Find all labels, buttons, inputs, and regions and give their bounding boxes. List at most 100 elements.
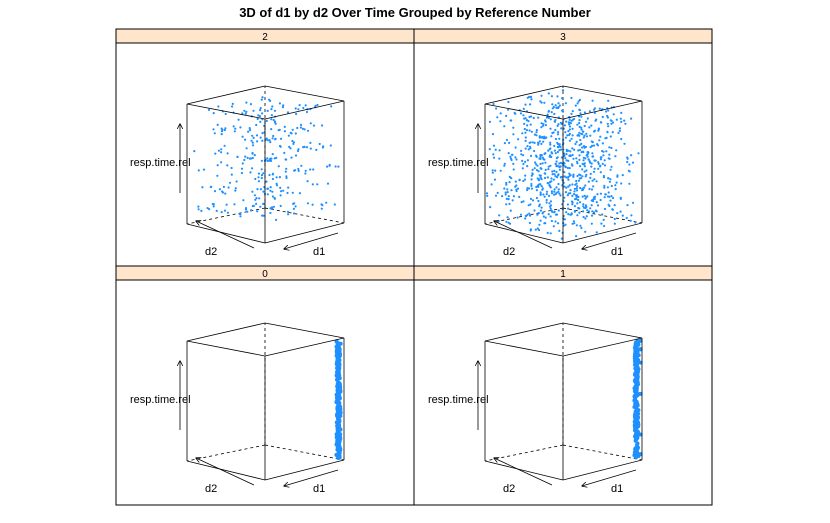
- data-point: [582, 136, 585, 139]
- data-point: [266, 157, 269, 160]
- data-point: [573, 187, 577, 190]
- data-point: [581, 168, 584, 171]
- data-point: [522, 114, 525, 117]
- data-point: [531, 173, 534, 176]
- data-point: [261, 112, 264, 115]
- data-point: [564, 223, 567, 226]
- data-point: [601, 213, 604, 216]
- data-point: [597, 167, 600, 170]
- data-point: [630, 117, 633, 120]
- data-point: [583, 194, 586, 197]
- data-point: [599, 192, 603, 195]
- data-point: [571, 222, 574, 225]
- data-point: [507, 100, 510, 104]
- data-point: [620, 120, 623, 123]
- data-point: [296, 149, 300, 153]
- data-point: [552, 178, 555, 181]
- data-point: [565, 150, 569, 153]
- data-point: [243, 109, 246, 112]
- data-point: [252, 204, 255, 207]
- data-point: [335, 369, 340, 374]
- data-point: [587, 151, 590, 154]
- data-point: [602, 150, 605, 153]
- cube-hidden-edge: [186, 444, 266, 462]
- data-point: [575, 187, 578, 190]
- data-point: [544, 161, 547, 164]
- data-point: [270, 118, 273, 121]
- data-point: [294, 205, 297, 208]
- data-point: [316, 183, 319, 186]
- data-point: [222, 185, 225, 188]
- data-point: [582, 203, 585, 206]
- data-point: [584, 120, 588, 123]
- data-point: [271, 177, 274, 181]
- data-point: [302, 106, 305, 110]
- data-point: [243, 158, 246, 162]
- data-point: [535, 185, 538, 189]
- data-point: [304, 104, 307, 107]
- data-point: [292, 142, 295, 145]
- data-point: [505, 220, 508, 223]
- data-point: [569, 189, 572, 192]
- data-point: [618, 129, 622, 132]
- data-point: [503, 187, 506, 190]
- data-point: [220, 151, 223, 154]
- data-point: [603, 186, 606, 189]
- data-point: [574, 142, 577, 146]
- data-point: [589, 207, 592, 210]
- data-point: [300, 164, 303, 167]
- data-point: [575, 235, 578, 238]
- data-point: [590, 124, 593, 127]
- data-point: [526, 165, 529, 168]
- data-point: [503, 142, 506, 145]
- data-point: [567, 185, 570, 188]
- data-point: [212, 112, 215, 115]
- data-point: [563, 185, 566, 188]
- data-point: [542, 140, 545, 143]
- data-point: [582, 145, 586, 148]
- data-point: [336, 405, 341, 410]
- data-point: [539, 155, 542, 158]
- data-point: [541, 136, 544, 139]
- data-point: [305, 110, 309, 114]
- data-point: [581, 175, 584, 178]
- data-point: [577, 100, 580, 103]
- data-point: [512, 126, 515, 129]
- data-point: [516, 216, 519, 219]
- data-point: [564, 136, 568, 139]
- data-point: [216, 123, 219, 126]
- data-point: [583, 170, 586, 173]
- data-point: [568, 172, 571, 175]
- data-point: [617, 131, 620, 134]
- data-point: [220, 211, 223, 214]
- d1-axis-arrow: [582, 469, 637, 486]
- data-point: [602, 154, 605, 157]
- data-point: [608, 195, 611, 198]
- data-point: [492, 156, 496, 159]
- data-point: [230, 173, 233, 176]
- data-point: [610, 122, 613, 125]
- cube-edge: [264, 337, 345, 357]
- data-point: [253, 194, 256, 197]
- d2-axis-arrow: [196, 221, 255, 249]
- points-2: [193, 96, 340, 221]
- data-point: [565, 211, 568, 214]
- data-point: [575, 189, 579, 192]
- data-point: [275, 218, 278, 221]
- data-point: [293, 202, 296, 205]
- data-point: [568, 184, 571, 187]
- data-point: [536, 141, 540, 144]
- data-point: [537, 212, 540, 215]
- data-point: [491, 171, 494, 174]
- data-point: [522, 200, 525, 203]
- data-point: [554, 152, 557, 155]
- data-point: [527, 204, 530, 207]
- data-point: [610, 165, 613, 168]
- data-point: [565, 176, 568, 179]
- data-point: [524, 217, 527, 220]
- data-point: [228, 181, 232, 184]
- data-point: [236, 155, 239, 158]
- data-point: [589, 146, 592, 149]
- data-point: [524, 103, 527, 106]
